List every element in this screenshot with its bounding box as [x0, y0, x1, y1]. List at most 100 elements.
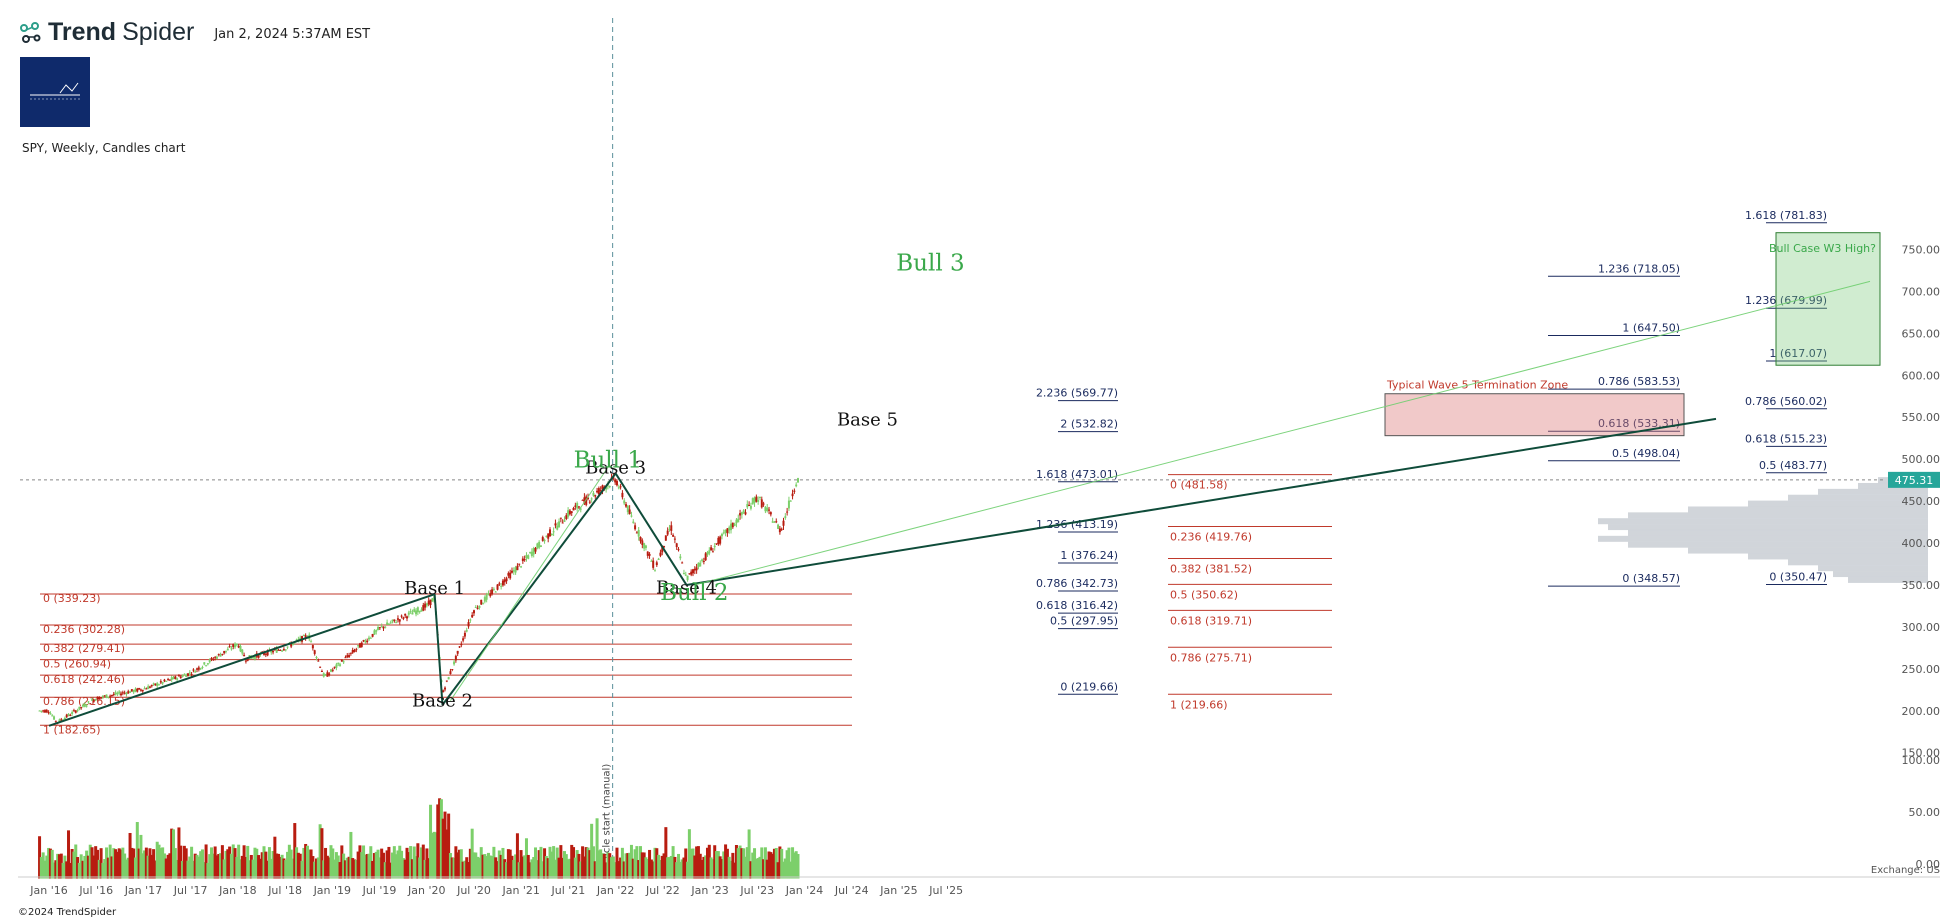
- x-tick-label: Jan '25: [879, 884, 917, 897]
- candle-body: [710, 547, 713, 551]
- x-tick-label: Jul '21: [551, 884, 586, 897]
- volume-bar: [119, 849, 123, 879]
- volume-bar: [50, 849, 54, 879]
- chart-subtitle: SPY, Weekly, Candles chart: [22, 141, 186, 155]
- candle-body: [349, 652, 352, 654]
- volume-bar: [787, 847, 791, 879]
- candle-body: [492, 588, 495, 590]
- candle-body: [109, 695, 112, 697]
- candle-body: [702, 560, 705, 562]
- candle-body: [217, 654, 220, 656]
- volume-bar: [588, 850, 592, 879]
- volume-bar: [322, 860, 326, 879]
- candle-body: [701, 559, 704, 561]
- candle-body: [594, 495, 597, 497]
- volume-bar: [496, 861, 500, 879]
- candle-body: [717, 537, 720, 545]
- candle-body: [94, 699, 97, 701]
- candle-body: [482, 603, 485, 605]
- trendspider-logo[interactable]: Trend Spider: [18, 18, 194, 47]
- candle-body: [558, 521, 561, 528]
- volume-bar: [358, 845, 362, 879]
- fib-level-label: 0.618 (515.23): [1745, 432, 1827, 445]
- volume-bar: [284, 860, 288, 879]
- wave5-zone-label: Typical Wave 5 Termination Zone: [1386, 379, 1568, 392]
- candle-body: [471, 614, 474, 618]
- candle-body: [114, 692, 117, 695]
- candle-body: [778, 528, 781, 533]
- volume-profile-bar: [1688, 547, 1928, 554]
- volume-bar: [541, 861, 545, 879]
- volume-bar: [472, 852, 476, 879]
- volume-bar: [524, 838, 528, 879]
- candle-body: [431, 598, 434, 602]
- candle-body: [83, 704, 86, 707]
- volume-bar: [673, 856, 677, 879]
- volume-bar: [240, 855, 244, 879]
- candle-body: [366, 640, 369, 643]
- volume-bar: [412, 846, 416, 879]
- volume-bar: [651, 861, 655, 879]
- candle-body: [253, 655, 256, 659]
- candle-body: [176, 678, 179, 680]
- volume-bar: [553, 859, 557, 879]
- candle-body: [143, 688, 146, 690]
- candle-body: [735, 519, 738, 524]
- volume-bar: [593, 861, 597, 879]
- candle-body: [72, 710, 75, 712]
- candle-body: [608, 486, 611, 488]
- volume-bar: [637, 860, 641, 879]
- volume-bar: [253, 847, 257, 879]
- candle-body: [243, 654, 246, 657]
- header: Trend Spider Jan 2, 2024 5:37AM EST: [18, 18, 370, 47]
- candle-body: [596, 490, 599, 493]
- candle-body: [429, 599, 432, 606]
- candle-body: [92, 699, 95, 702]
- candle-body: [509, 572, 512, 579]
- volume-bar: [38, 836, 42, 879]
- volume-bar: [696, 846, 700, 879]
- candle-body: [74, 710, 77, 713]
- volume-bar: [371, 860, 375, 879]
- volume-bar: [342, 853, 346, 879]
- candle-body: [699, 562, 702, 567]
- volume-bar: [365, 854, 369, 879]
- candle-body: [677, 549, 680, 551]
- volume-bar: [439, 799, 443, 879]
- volume-bar: [695, 846, 699, 879]
- candle-body: [154, 683, 157, 686]
- candle-body: [585, 496, 588, 505]
- candle-body: [378, 627, 381, 629]
- candle-body: [491, 589, 494, 594]
- candle-body: [552, 531, 555, 533]
- volume-profile-bar: [1818, 488, 1928, 495]
- volume-bar: [689, 848, 693, 879]
- volume-bar: [190, 846, 194, 879]
- volume-bar: [454, 846, 458, 879]
- candle-body: [324, 674, 327, 676]
- candle-body: [628, 509, 631, 514]
- candle-body: [63, 717, 66, 720]
- volume-bar: [378, 857, 382, 879]
- volume-bar: [217, 853, 221, 879]
- volume-bar: [112, 848, 116, 879]
- candle-body: [311, 645, 314, 649]
- candle-body: [351, 649, 354, 653]
- volume-bar: [416, 843, 420, 879]
- fib-level-label: 0.5 (483.77): [1759, 459, 1827, 472]
- x-tick-label: Jan '16: [29, 884, 67, 897]
- volume-bar: [287, 844, 291, 879]
- volume-bar: [782, 861, 786, 879]
- volume-bar: [168, 853, 172, 879]
- volume-bar: [447, 813, 451, 879]
- candle-body: [279, 649, 282, 651]
- candle-body: [483, 597, 486, 602]
- volume-bar: [445, 829, 449, 879]
- candle-body: [711, 551, 714, 553]
- volume-bar: [63, 855, 67, 879]
- candle-body: [749, 505, 752, 509]
- volume-bar: [450, 857, 454, 879]
- volume-bar: [483, 854, 487, 879]
- volume-bar: [497, 850, 501, 879]
